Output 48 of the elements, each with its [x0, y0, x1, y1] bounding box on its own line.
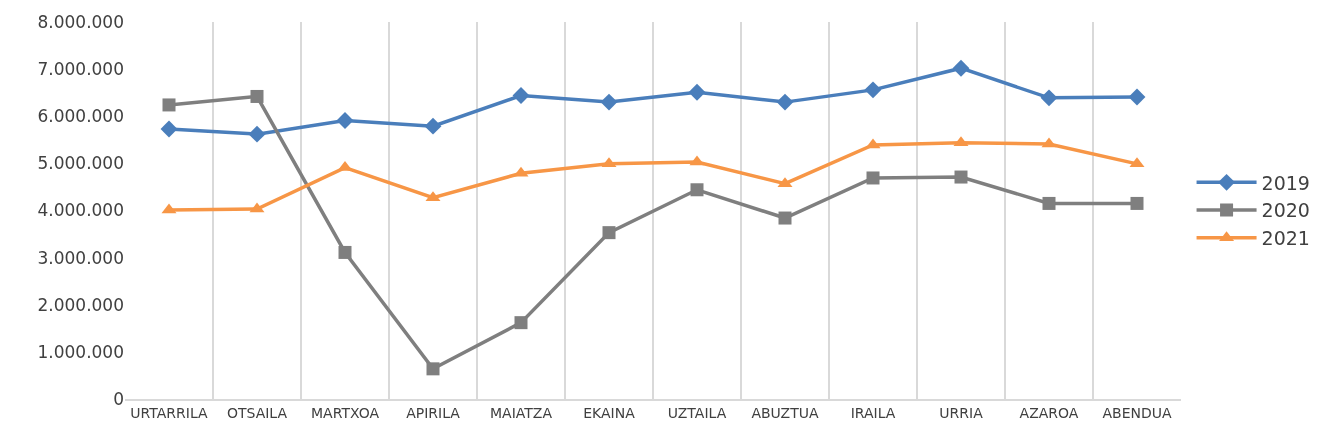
point: [778, 211, 792, 225]
x-tick-label: MAIATZA: [490, 404, 553, 421]
y-tick-label: 7.000.000: [37, 59, 124, 80]
y-tick-label: 1.000.000: [37, 341, 124, 362]
y-tick-label: 8.000.000: [37, 11, 124, 32]
point: [1128, 88, 1146, 106]
y-tick-label: 0: [113, 388, 124, 409]
x-tick-label: AZAROA: [1019, 404, 1079, 421]
x-tick-label: APIRILA: [406, 404, 461, 421]
point: [514, 316, 528, 330]
y-tick-label: 4.000.000: [37, 200, 124, 221]
y-tick-label: 3.000.000: [37, 247, 124, 268]
legend-label: 2019: [1261, 171, 1310, 194]
x-tick-label: OTSAILA: [226, 404, 288, 421]
legend-label: 2020: [1261, 199, 1310, 222]
x-tick-label: ABENDUA: [1102, 404, 1172, 421]
point: [688, 83, 706, 101]
x-tick-label: URTARRILA: [130, 404, 209, 421]
point: [776, 93, 794, 111]
point: [426, 362, 440, 376]
point: [424, 117, 442, 135]
point: [338, 245, 352, 259]
point: [864, 81, 882, 99]
x-tick-label: ABUZTUA: [751, 404, 819, 421]
point: [336, 112, 354, 129]
point: [952, 59, 970, 77]
x-tick-label: UZTAILA: [667, 404, 727, 421]
x-tick-label: URRIA: [939, 404, 984, 421]
point: [690, 183, 704, 197]
legend-label: 2021: [1261, 227, 1310, 250]
point: [600, 93, 618, 111]
point: [866, 171, 880, 185]
y-tick-label: 5.000.000: [37, 153, 124, 174]
point: [160, 120, 178, 138]
y-tick-label: 2.000.000: [37, 294, 124, 315]
point: [512, 87, 530, 104]
point: [250, 89, 264, 103]
x-tick-label: MARTXOA: [311, 404, 380, 421]
point: [1042, 196, 1056, 210]
point: [1130, 196, 1144, 210]
point: [248, 125, 266, 143]
point: [954, 170, 968, 184]
x-tick-label: IRAILA: [850, 404, 896, 421]
point: [162, 98, 176, 112]
point: [1040, 89, 1058, 107]
x-tick-label: EKAINA: [583, 404, 636, 421]
y-tick-label: 6.000.000: [37, 106, 124, 127]
point: [602, 226, 616, 240]
